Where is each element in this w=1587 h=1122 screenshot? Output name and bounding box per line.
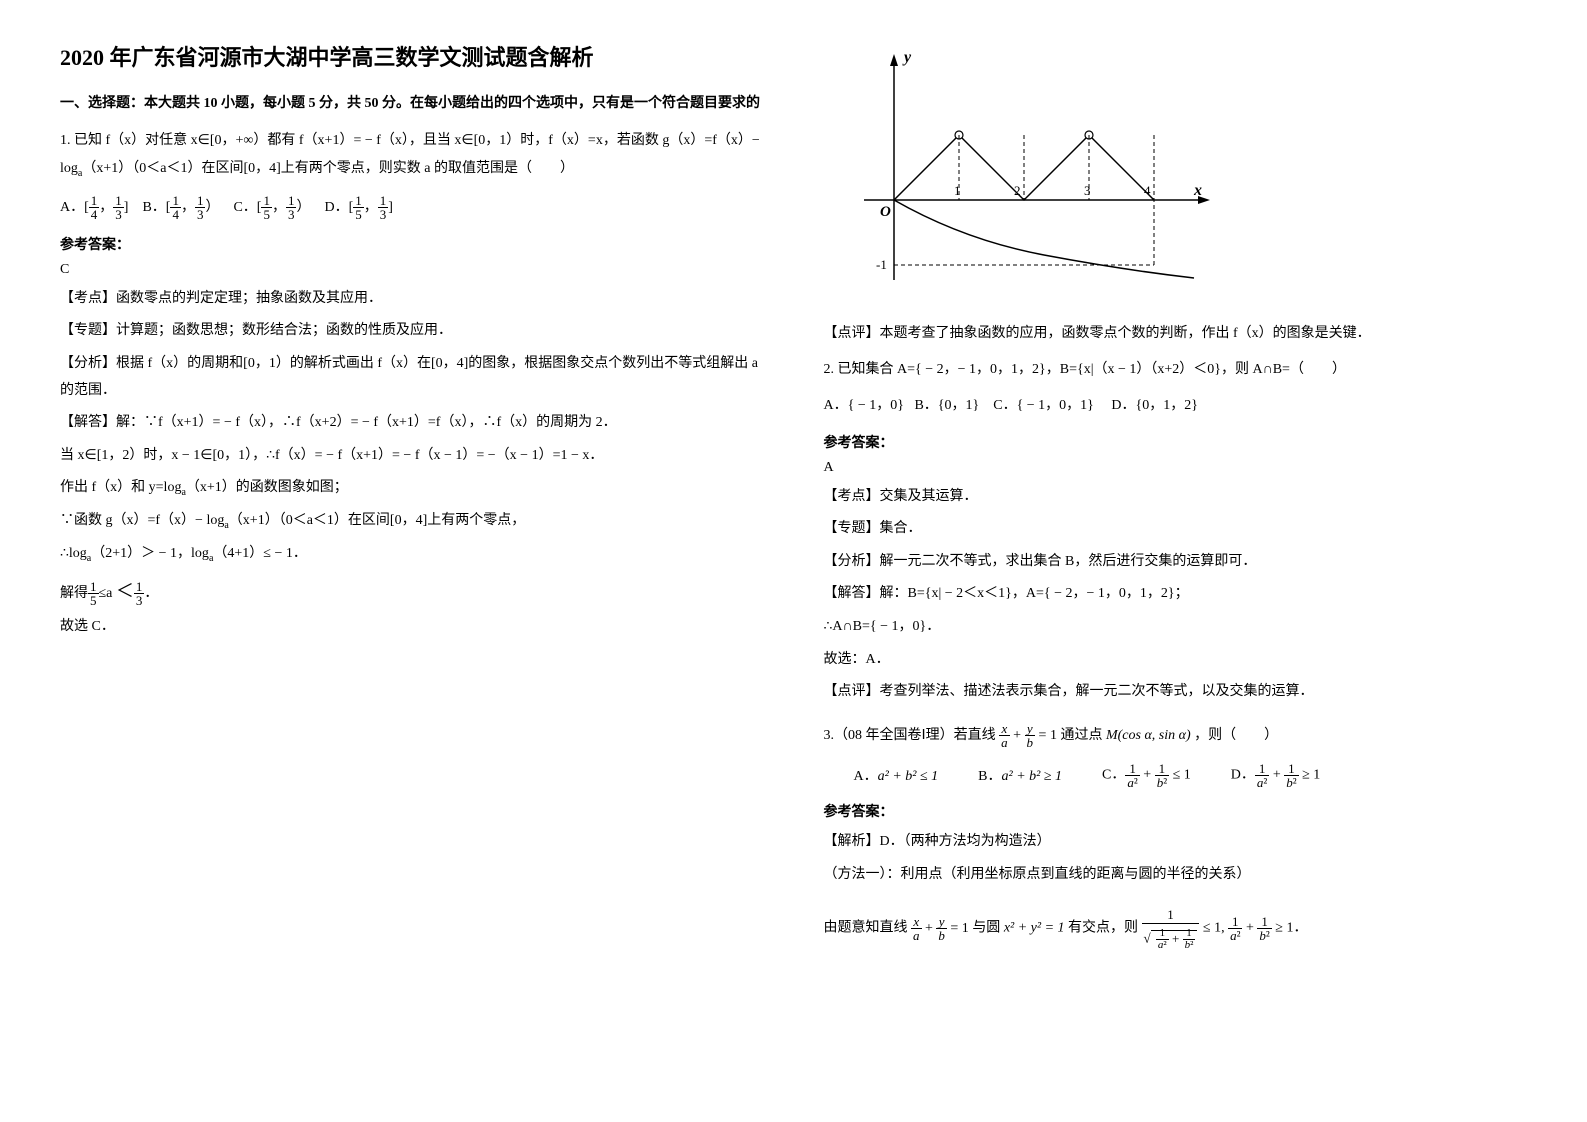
svg-text:x: x — [1193, 182, 1202, 199]
q1-options: A．[14，13] B．[14，13） C．[15，13） D．[15，13] — [60, 194, 764, 222]
q2-options: A．{ − 1，0} B．{0，1} C．{ − 1，0，1} D．{0，1，2… — [824, 392, 1528, 420]
q1-optB: B．[14，13） — [142, 200, 223, 215]
q2-answer-label: 参考答案： — [824, 432, 1528, 452]
q3-options: A．a² + b² ≤ 1 B．a² + b² ≥ 1 C．1a² + 1b² … — [854, 762, 1528, 789]
q2-dianping: 【点评】考查列举法、描述法表示集合，解一元二次不等式，以及交集的运算． — [824, 679, 1528, 706]
q2-answer: A — [824, 460, 1528, 476]
q1-jieda-3: 作出 f（x）和 y=loga（x+1）的函数图象如图； — [60, 475, 764, 502]
section-heading: 一、选择题：本大题共 10 小题，每小题 5 分，共 50 分。在每小题给出的四… — [60, 92, 764, 112]
svg-text:3: 3 — [1084, 183, 1091, 198]
q1-optD: D．[15，13] — [324, 200, 392, 215]
q2-jd3: 故选：A． — [824, 647, 1528, 674]
q2-optD: D．{0，1，2} — [1111, 398, 1198, 413]
q1-jieda-2: 当 x∈[1，2）时，x − 1∈[0，1），∴f（x）= − f（x+1）= … — [60, 443, 764, 470]
q3-optD: D．1a² + 1b² ≥ 1 — [1231, 762, 1321, 789]
q3-point-M: M(cos α, sin α) — [1106, 728, 1191, 743]
svg-text:O: O — [880, 204, 891, 220]
q2-zhuanti: 【专题】集合． — [824, 516, 1528, 543]
q2-optC: C．{ − 1，0，1} — [993, 398, 1094, 413]
svg-text:y: y — [902, 49, 912, 66]
svg-text:2: 2 — [1014, 183, 1021, 198]
q3-optC: C．1a² + 1b² ≤ 1 — [1102, 762, 1191, 789]
q1-zhuanti: 【专题】计算题；函数思想；数形结合法；函数的性质及应用． — [60, 318, 764, 345]
q1-stem-part2: （x+1）（0＜a＜1）在区间[0，4]上有两个零点，则实数 a 的取值范围是（… — [82, 161, 574, 176]
q3-distance-fraction: 1 √ 1a² + 1b² — [1142, 921, 1203, 936]
page-title: 2020 年广东省河源市大湖中学高三数学文测试题含解析 — [60, 40, 764, 72]
q1-answer-label: 参考答案： — [60, 234, 764, 254]
q3-method1-detail: 由题意知直线 xa + yb = 1 与圆 x² + y² = 1 有交点，则 … — [824, 906, 1528, 951]
q1-dianping: 【点评】本题考查了抽象函数的应用，函数零点个数的判断，作出 f（x）的图象是关键… — [824, 321, 1528, 348]
q2-kaodian: 【考点】交集及其运算． — [824, 484, 1528, 511]
q1-jieda-1: 【解答】解：∵f（x+1）= − f（x），∴f（x+2）= − f（x+1）=… — [60, 410, 764, 437]
q3-optB: B．a² + b² ≥ 1 — [978, 765, 1062, 785]
q3-answer-label: 参考答案： — [824, 801, 1528, 821]
q1-answer: C — [60, 262, 764, 278]
q3-method1: （方法一）：利用点（利用坐标原点到直线的距离与圆的半径的关系） — [824, 862, 1528, 889]
q2-jd1: 【解答】解：B={x| − 2＜x＜1}，A={ − 2，− 1，0，1，2}； — [824, 581, 1528, 608]
q3-optA: A．a² + b² ≤ 1 — [854, 765, 939, 785]
q1-jieda-4: ∵函数 g（x）=f（x）− loga（x+1）（0＜a＜1）在区间[0，4]上… — [60, 508, 764, 535]
q2-stem: 2. 已知集合 A={ − 2，− 1，0，1，2}，B={x|（x − 1）（… — [824, 356, 1528, 384]
q3-stem: 3.（08 年全国卷Ⅰ理）若直线 xa + yb = 1 通过点 M(cos α… — [824, 722, 1528, 750]
q1-kaodian: 【考点】函数零点的判定定理；抽象函数及其应用． — [60, 286, 764, 313]
q2-fenxi: 【分析】解一元二次不等式，求出集合 B，然后进行交集的运算即可． — [824, 549, 1528, 576]
q1-graph: y x O 1 2 3 4 -1 — [844, 40, 1224, 300]
q1-stem: 1. 已知 f（x）对任意 x∈[0，+∞）都有 f（x+1）= − f（x），… — [60, 127, 764, 184]
svg-text:-1: -1 — [876, 257, 887, 272]
q1-jieda-5: ∴loga（2+1）＞ − 1，loga（4+1）≤ − 1． — [60, 541, 764, 568]
q3-jiexi: 【解析】D．（两种方法均为构造法） — [824, 829, 1528, 856]
svg-text:4: 4 — [1144, 183, 1151, 198]
q1-jieda-6: 解得15≤a ＜13． — [60, 574, 764, 608]
q2-optA: A．{ − 1，0} — [824, 398, 904, 413]
q1-jieda-7: 故选 C． — [60, 614, 764, 641]
svg-text:1: 1 — [954, 183, 961, 198]
q1-optA: A．[14，13] — [60, 200, 132, 215]
q2-jd2: ∴A∩B={ − 1，0}． — [824, 614, 1528, 641]
q1-optC: C．[15，13） — [233, 200, 314, 215]
q1-fenxi: 【分析】根据 f（x）的周期和[0，1）的解析式画出 f（x）在[0，4]的图象… — [60, 351, 764, 404]
q2-optB: B．{0，1} — [914, 398, 979, 413]
